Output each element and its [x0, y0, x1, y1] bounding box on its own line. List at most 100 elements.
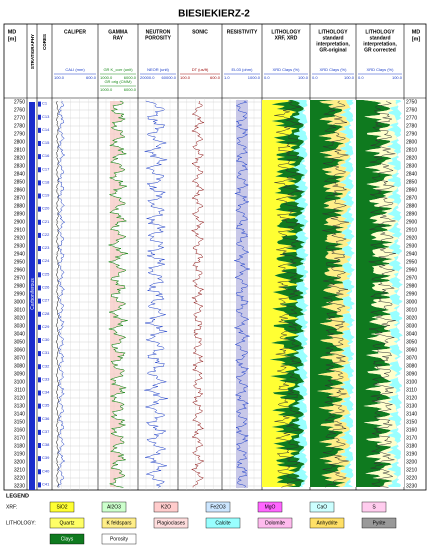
md-tick-label: 3120 — [14, 395, 25, 401]
cores-header: CORES — [42, 34, 47, 50]
core-mark — [38, 206, 41, 212]
md-tick-label: 2830 — [14, 163, 25, 169]
legend-entry: CaO — [317, 504, 327, 510]
track-title: POROSITY — [145, 35, 172, 41]
md-tick-label: 3140 — [14, 411, 25, 417]
core-mark — [38, 311, 41, 317]
lith-area — [317, 100, 352, 487]
md-tick-label: 3190 — [406, 451, 417, 457]
log-curve — [190, 100, 205, 488]
md-tick-label: 3050 — [406, 339, 417, 345]
core-label: C16 — [42, 153, 50, 158]
core-mark — [38, 101, 41, 107]
md-tick-label: 3230 — [14, 483, 25, 489]
scale-label: XRD Clays (%) — [320, 67, 348, 72]
scale-max: 100.0 — [298, 75, 309, 80]
core-mark — [38, 443, 41, 449]
md-tick-label: 2880 — [14, 203, 25, 209]
md-tick-label: 2870 — [406, 195, 417, 201]
legend-entry: Quartz — [59, 520, 75, 526]
md-tick-label: 2830 — [406, 163, 417, 169]
legend-swatch — [101, 533, 137, 545]
core-mark — [38, 390, 41, 396]
legend-entry: K2O — [161, 504, 171, 510]
md-tick-label: 2940 — [14, 251, 25, 257]
md-tick-label: 2980 — [406, 283, 417, 289]
md-tick-label: 2850 — [406, 179, 417, 185]
core-label: C25 — [42, 271, 50, 276]
md-tick-label: 3130 — [14, 403, 25, 409]
md-tick-label: 2950 — [14, 259, 25, 265]
core-mark — [38, 272, 41, 278]
legend-entry: Al2O3 — [107, 504, 121, 510]
legend-swatch — [257, 517, 293, 529]
scale-max: 100.0 — [344, 75, 355, 80]
md-tick-label: 2810 — [406, 147, 417, 153]
md-tick-label: 2800 — [406, 139, 417, 145]
scale-label: EL03 (ohm) — [232, 67, 254, 72]
core-mark — [38, 285, 41, 291]
core-mark — [38, 298, 41, 304]
legend-swatch — [361, 501, 387, 513]
md-tick-label: 3040 — [14, 331, 25, 337]
lith-area — [356, 100, 395, 487]
md-tick-label: 3130 — [406, 403, 417, 409]
legend-swatch — [153, 501, 179, 513]
scale-label: XRD Clays (%) — [273, 67, 301, 72]
track-title: NEUTRON — [146, 29, 171, 35]
track-title: LITHOLOGY — [271, 29, 301, 35]
md-tick-label: 2960 — [14, 267, 25, 273]
track-title: interpretation, — [363, 41, 397, 47]
md-tick-label: 2760 — [14, 107, 25, 113]
track-title: RAY — [113, 35, 124, 41]
core-label: C27 — [42, 298, 50, 303]
md-header: [m] — [412, 36, 421, 42]
md-tick-label: 3030 — [406, 323, 417, 329]
scale-label: GR K_corr (unit) — [103, 67, 133, 72]
log-curve — [274, 100, 303, 488]
track-title: RESISTIVITY — [227, 29, 258, 35]
legend-swatch — [309, 501, 335, 513]
md-tick-label: 2910 — [14, 227, 25, 233]
legend-swatch — [101, 501, 127, 513]
lith-area — [386, 100, 403, 487]
core-label: C26 — [42, 284, 50, 289]
core-mark — [38, 154, 41, 160]
md-tick-label: 3200 — [14, 459, 25, 465]
core-label: C30 — [42, 337, 50, 342]
stratigraphy: Carboniferous — [30, 278, 36, 310]
md-tick-label: 2980 — [14, 283, 25, 289]
md-tick-label: 3150 — [406, 419, 417, 425]
scale-max: 6000.0 — [124, 87, 137, 92]
md-tick-label: 3010 — [14, 307, 25, 313]
scale-label: XRD Clays (%) — [367, 67, 395, 72]
md-tick-label: 2750 — [14, 99, 25, 105]
core-mark — [38, 127, 41, 133]
md-tick-label: 2760 — [406, 107, 417, 113]
md-tick-label: 2970 — [406, 275, 417, 281]
md-tick-label: 3110 — [406, 387, 417, 393]
scale-min: 1.0 — [224, 75, 230, 80]
legend-label: XRF: — [6, 504, 17, 510]
log-curve — [368, 100, 396, 488]
scale-max: 600.0 — [210, 75, 221, 80]
legend-swatch — [101, 517, 137, 529]
md-tick-label: 3230 — [406, 483, 417, 489]
core-mark — [38, 456, 41, 462]
track-title: LITHOLOGY — [365, 29, 395, 35]
md-tick-label: 3010 — [406, 307, 417, 313]
md-tick-label: 3170 — [406, 435, 417, 441]
md-tick-label: 3090 — [14, 371, 25, 377]
md-tick-label: 2780 — [406, 123, 417, 129]
core-label: C20 — [42, 206, 50, 211]
md-tick-label: 2880 — [406, 203, 417, 209]
legend-entry: Dolomite — [265, 520, 285, 526]
core-label: C39 — [42, 455, 50, 460]
log-curve — [144, 100, 168, 488]
legend-swatch — [205, 501, 231, 513]
md-tick-label: 2770 — [406, 115, 417, 121]
md-tick-label: 3220 — [14, 475, 25, 481]
md-tick-label: 3050 — [14, 339, 25, 345]
core-label: C1 — [42, 101, 48, 106]
legend-title: LEGEND — [6, 493, 29, 499]
